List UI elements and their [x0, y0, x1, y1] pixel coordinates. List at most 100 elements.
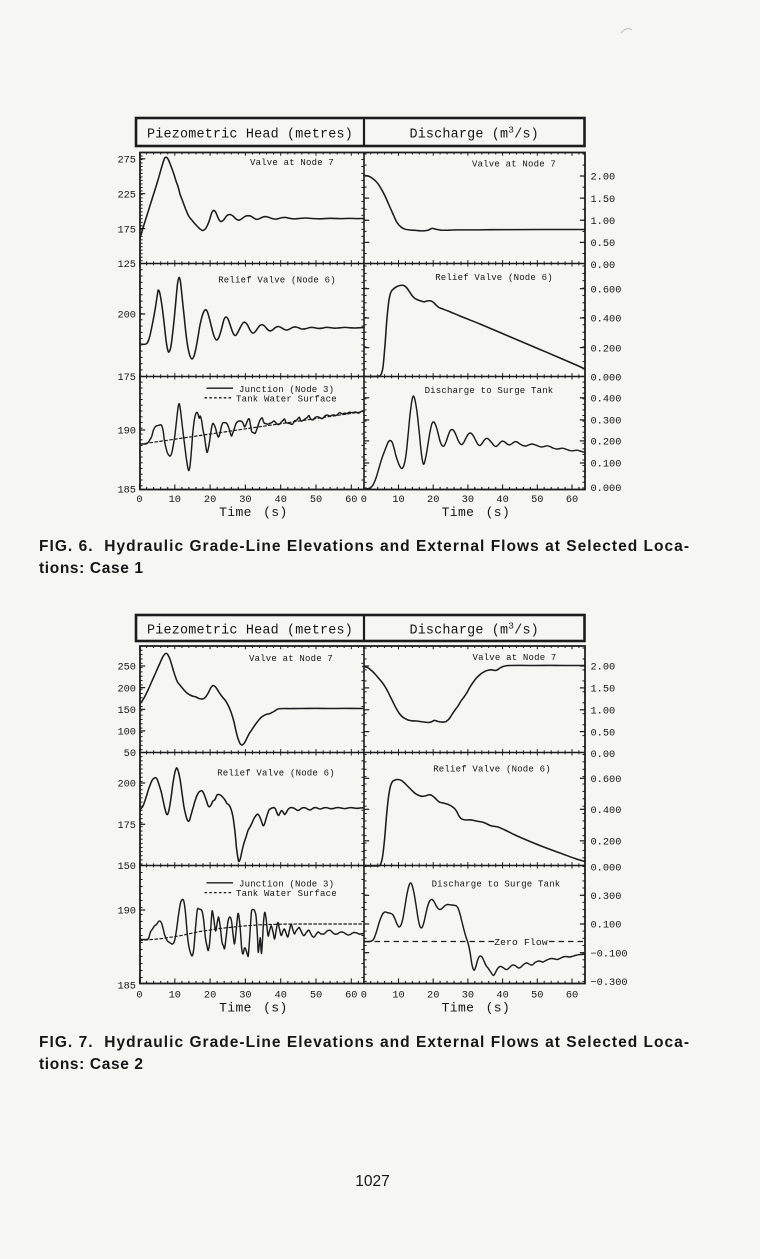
- svg-text:30: 30: [239, 494, 251, 506]
- svg-text:30: 30: [239, 989, 251, 1001]
- svg-text:0: 0: [361, 989, 367, 1001]
- svg-text:Time (s): Time (s): [442, 1001, 511, 1016]
- svg-text:0.000: 0.000: [591, 483, 622, 495]
- svg-text:Discharge to Surge Tank: Discharge to Surge Tank: [432, 879, 561, 889]
- svg-text:50: 50: [531, 494, 543, 506]
- svg-text:175: 175: [117, 372, 136, 384]
- svg-text:Relief Valve (Node 6): Relief Valve (Node 6): [217, 768, 335, 778]
- svg-text:Valve at Node 7: Valve at Node 7: [472, 653, 556, 663]
- svg-text:1.00: 1.00: [591, 216, 616, 228]
- svg-text:Time (s): Time (s): [219, 505, 288, 520]
- svg-text:Valve at Node 7: Valve at Node 7: [249, 654, 333, 664]
- svg-text:0.100: 0.100: [591, 459, 622, 471]
- svg-text:Tank Water Surface: Tank Water Surface: [236, 889, 337, 899]
- svg-text:Discharge to Surge Tank: Discharge to Surge Tank: [425, 386, 554, 396]
- svg-text:60: 60: [566, 494, 578, 506]
- svg-text:0.600: 0.600: [591, 284, 622, 296]
- svg-text:50: 50: [310, 494, 322, 506]
- svg-text:20: 20: [204, 989, 216, 1001]
- svg-text:Discharge (m3/s): Discharge (m3/s): [409, 125, 538, 143]
- svg-text:−0.100: −0.100: [591, 948, 628, 960]
- svg-text:0.300: 0.300: [591, 416, 622, 428]
- svg-text:175: 175: [117, 224, 136, 236]
- svg-text:Relief Valve (Node 6): Relief Valve (Node 6): [218, 275, 336, 285]
- svg-text:190: 190: [117, 906, 136, 918]
- svg-text:50: 50: [310, 989, 322, 1001]
- svg-text:Valve at Node 7: Valve at Node 7: [472, 159, 556, 169]
- svg-text:150: 150: [117, 705, 136, 717]
- svg-text:2.00: 2.00: [591, 662, 616, 674]
- svg-text:Time (s): Time (s): [442, 505, 511, 520]
- svg-text:40: 40: [496, 989, 508, 1001]
- svg-text:40: 40: [496, 494, 508, 506]
- svg-text:0: 0: [361, 494, 367, 506]
- svg-text:50: 50: [124, 748, 136, 760]
- svg-text:Zero Flow: Zero Flow: [494, 937, 548, 948]
- svg-text:Discharge (m3/s): Discharge (m3/s): [409, 621, 538, 639]
- svg-text:0.400: 0.400: [591, 805, 622, 817]
- svg-text:30: 30: [462, 494, 474, 506]
- svg-text:FIG. 6. Hydraulic Grade-Line: FIG. 6. Hydraulic Grade-Line Elevations …: [39, 538, 689, 555]
- svg-text:0.000: 0.000: [591, 863, 622, 875]
- svg-text:Piezometric Head (metres): Piezometric Head (metres): [147, 624, 353, 639]
- svg-text:Junction (Node 3): Junction (Node 3): [239, 385, 334, 395]
- svg-text:tions: Case 2: tions: Case 2: [39, 1056, 143, 1073]
- svg-text:2.00: 2.00: [591, 172, 616, 184]
- svg-text:20: 20: [427, 494, 439, 506]
- svg-text:100: 100: [117, 727, 136, 739]
- svg-text:60: 60: [566, 989, 578, 1001]
- svg-text:200: 200: [117, 779, 136, 791]
- svg-text:tions: Case 1: tions: Case 1: [39, 560, 143, 577]
- svg-text:−0.300: −0.300: [591, 977, 628, 989]
- svg-text:Junction (Node 3): Junction (Node 3): [239, 880, 334, 890]
- svg-text:0.400: 0.400: [591, 314, 622, 326]
- svg-text:50: 50: [531, 989, 543, 1001]
- svg-text:Tank Water Surface: Tank Water Surface: [236, 394, 337, 404]
- svg-text:250: 250: [117, 662, 136, 674]
- svg-text:0.200: 0.200: [591, 837, 622, 849]
- svg-text:Valve at Node 7: Valve at Node 7: [250, 158, 334, 168]
- svg-text:0.00: 0.00: [591, 260, 616, 272]
- svg-text:1027: 1027: [355, 1173, 389, 1190]
- svg-text:0.400: 0.400: [591, 394, 622, 406]
- svg-text:Relief Valve (Node 6): Relief Valve (Node 6): [435, 273, 553, 283]
- svg-text:Time (s): Time (s): [219, 1001, 288, 1016]
- svg-text:10: 10: [392, 494, 404, 506]
- svg-text:40: 40: [275, 494, 287, 506]
- svg-text:40: 40: [275, 989, 287, 1001]
- svg-text:150: 150: [117, 861, 136, 873]
- svg-text:200: 200: [117, 683, 136, 695]
- svg-text:0.600: 0.600: [591, 774, 622, 786]
- svg-text:0.00: 0.00: [591, 749, 616, 761]
- svg-text:20: 20: [204, 494, 216, 506]
- svg-text:185: 185: [117, 981, 136, 993]
- svg-text:Piezometric Head (metres): Piezometric Head (metres): [147, 128, 353, 143]
- svg-text:60: 60: [345, 989, 357, 1001]
- svg-text:200: 200: [117, 310, 136, 322]
- svg-text:FIG. 7. Hydraulic Grade-Line: FIG. 7. Hydraulic Grade-Line Elevations …: [39, 1034, 689, 1051]
- svg-text:0.300: 0.300: [591, 891, 622, 903]
- svg-text:1.00: 1.00: [591, 706, 616, 718]
- svg-text:1.50: 1.50: [591, 194, 616, 206]
- svg-text:20: 20: [427, 989, 439, 1001]
- svg-text:10: 10: [392, 989, 404, 1001]
- svg-text:175: 175: [117, 820, 136, 832]
- svg-text:10: 10: [169, 494, 181, 506]
- svg-text:10: 10: [169, 989, 181, 1001]
- svg-text:30: 30: [462, 989, 474, 1001]
- svg-text:0.50: 0.50: [591, 238, 616, 250]
- svg-text:0: 0: [136, 494, 142, 506]
- svg-text:190: 190: [117, 426, 136, 438]
- svg-text:0.100: 0.100: [591, 920, 622, 932]
- svg-text:0.50: 0.50: [591, 727, 616, 739]
- svg-text:125: 125: [117, 259, 136, 271]
- svg-text:0.200: 0.200: [591, 343, 622, 355]
- svg-text:0: 0: [136, 989, 142, 1001]
- svg-text:185: 185: [117, 485, 136, 497]
- svg-text:225: 225: [117, 189, 136, 201]
- svg-text:60: 60: [345, 494, 357, 506]
- svg-text:1.50: 1.50: [591, 684, 616, 696]
- svg-text:Relief Valve (Node 6): Relief Valve (Node 6): [433, 764, 551, 774]
- svg-text:0.200: 0.200: [591, 437, 622, 449]
- svg-text:0.000: 0.000: [591, 373, 622, 385]
